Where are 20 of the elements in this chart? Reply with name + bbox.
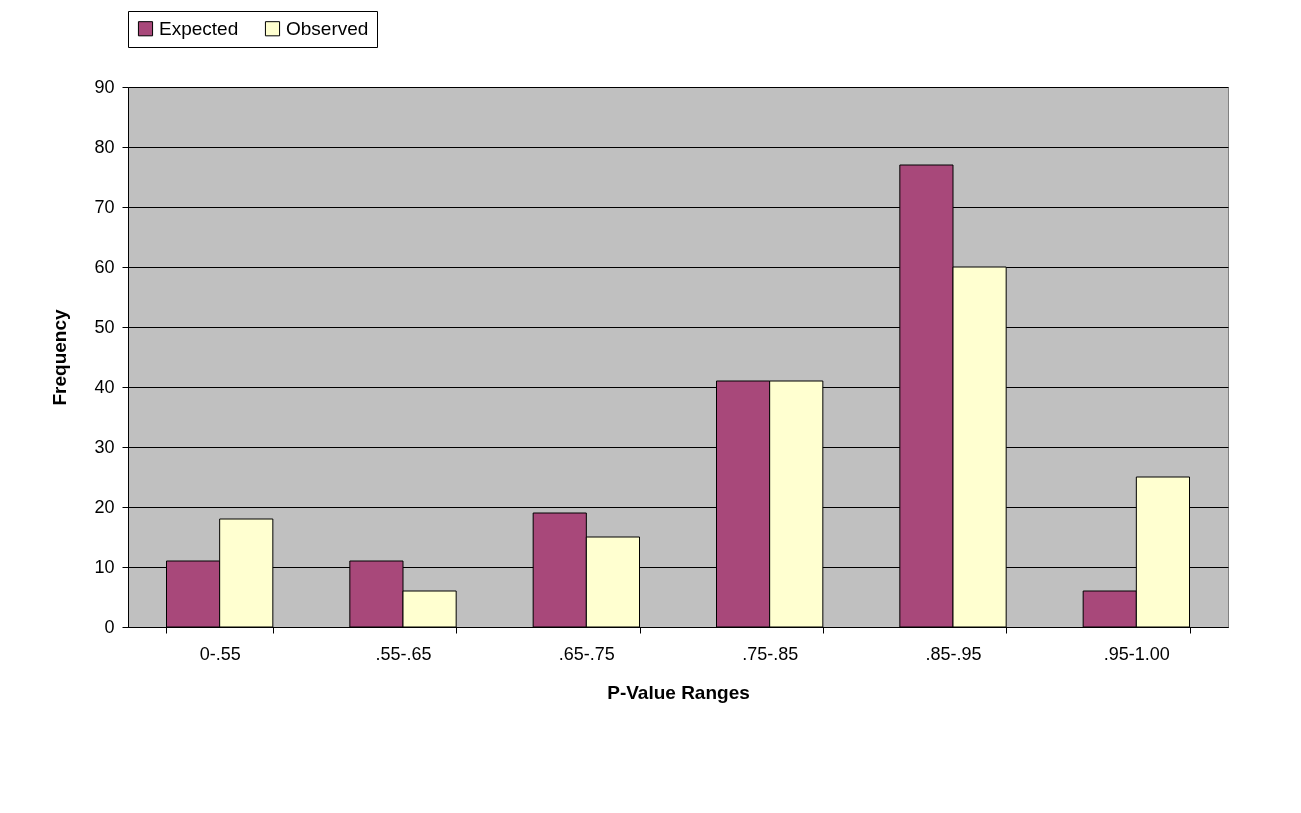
- y-axis-title: Frequency: [49, 309, 71, 406]
- x-tick-label: .55-.65: [375, 643, 432, 664]
- x-tick-label: .65-.75: [558, 643, 615, 664]
- x-tick-label: .85-.95: [925, 643, 982, 664]
- y-tick-label: 20: [94, 496, 115, 517]
- x-axis-title: P-Value Ranges: [607, 681, 750, 703]
- x-tick-label: .95-1.00: [1103, 643, 1170, 664]
- y-tick-label: 30: [94, 436, 115, 457]
- legend-label: Observed: [286, 17, 369, 39]
- y-tick-label: 60: [94, 256, 115, 277]
- y-tick-label: 10: [94, 556, 115, 577]
- y-tick-label: 50: [94, 316, 115, 337]
- x-tick-label: .75-.85: [742, 643, 799, 664]
- y-tick-label: 0: [104, 616, 115, 637]
- y-tick-label: 70: [94, 196, 115, 217]
- x-tick-label: 0-.55: [199, 643, 241, 664]
- y-tick-label: 80: [94, 136, 115, 157]
- legend-label: Expected: [159, 17, 239, 39]
- y-tick-label: 90: [94, 76, 115, 97]
- y-tick-label: 40: [94, 376, 115, 397]
